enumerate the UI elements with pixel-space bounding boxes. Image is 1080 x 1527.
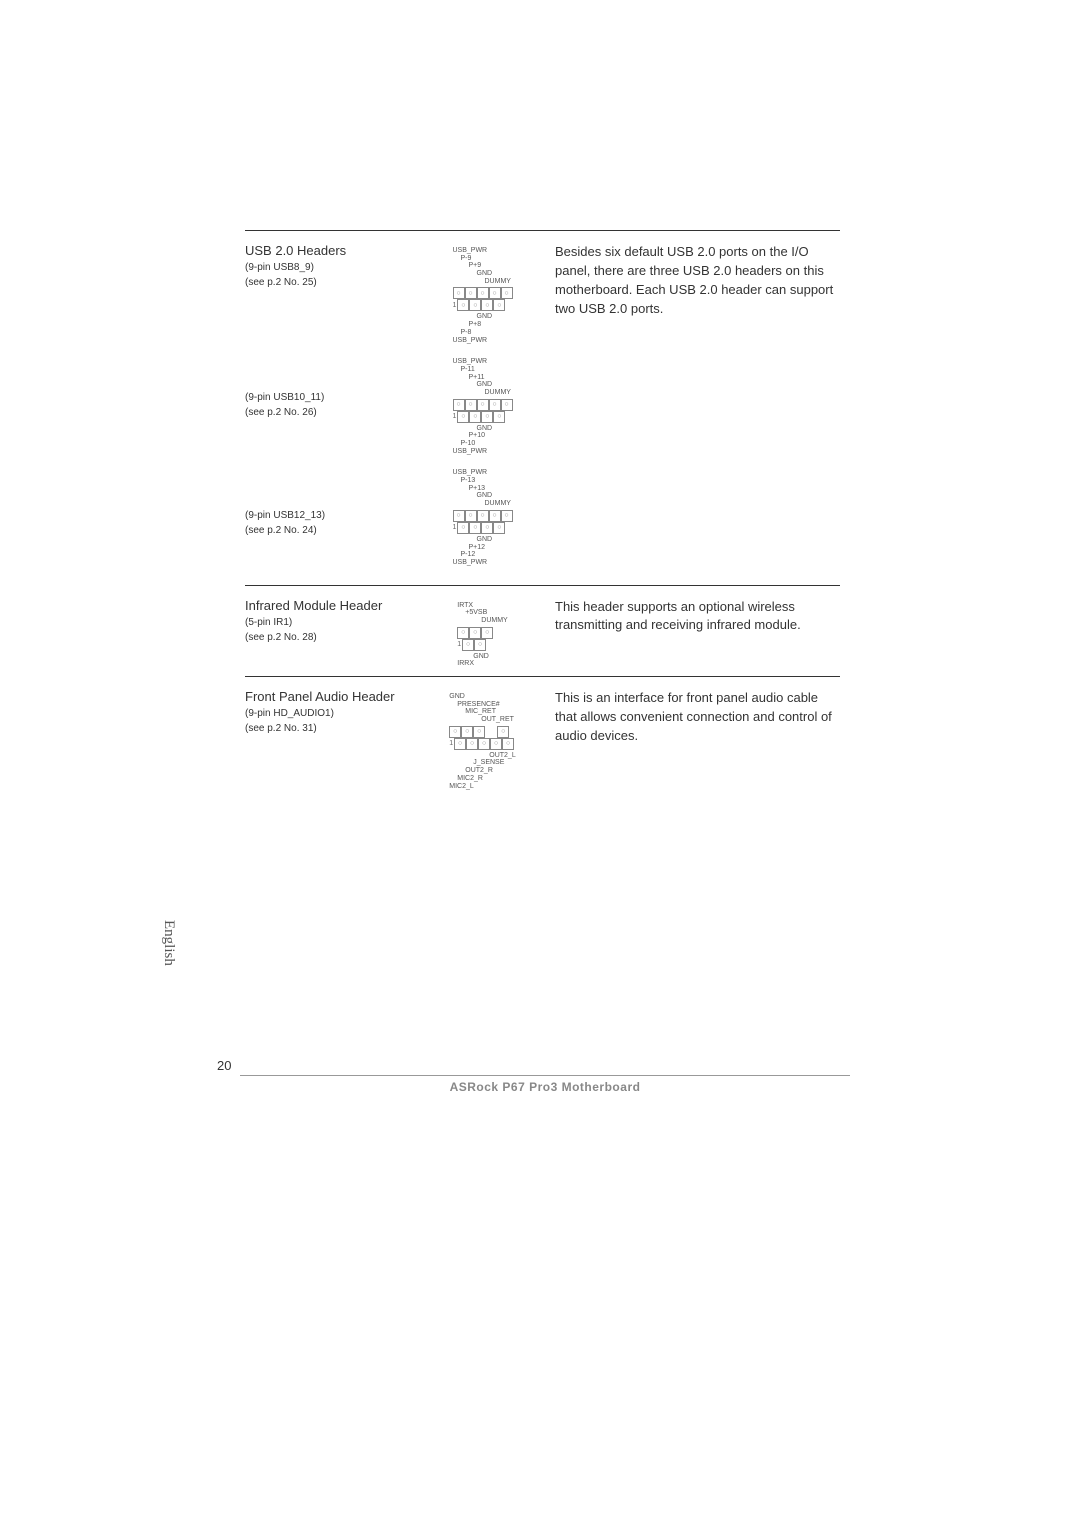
ir-desc: This header supports an optional wireles… (555, 598, 840, 668)
d1-t5: DUMMY (485, 278, 513, 286)
d2-t1: USB_PWR (453, 358, 513, 366)
d2-t3: P+11 (469, 374, 513, 382)
a-t4: OUT_RET (481, 716, 515, 724)
d3-t3: P+13 (469, 485, 513, 493)
divider-2 (245, 676, 840, 677)
d1-b4: USB_PWR (453, 337, 513, 345)
ir-b2: IRRX (457, 660, 507, 668)
ir-t2: +5VSB (465, 609, 507, 617)
d1-t3: P+9 (469, 262, 513, 270)
a-b3: OUT2_R (465, 767, 515, 775)
ir-t1: IRTX (457, 602, 507, 610)
usb-sub2b: (see p.2 No. 26) (245, 405, 410, 420)
usb-sub2a: (9-pin USB10_11) (245, 390, 410, 405)
audio-diagram: GND PRESENCE# MIC_RET OUT_RET ○○○○ 1○○○○… (449, 689, 515, 790)
a-t2: PRESENCE# (457, 701, 515, 709)
ir-left: Infrared Module Header (5-pin IR1) (see … (245, 598, 410, 668)
d1-pins: ○○○○○ 1○○○○ (453, 287, 513, 311)
usb-diagram-3: USB_PWR P-13 P+13 GND DUMMY ○○○○○ 1○○○○ … (453, 465, 513, 566)
d1-b1: GND (477, 313, 513, 321)
d1-b3: P-8 (461, 329, 513, 337)
a-pin1: 1 (449, 740, 453, 748)
section-audio: Front Panel Audio Header (9-pin HD_AUDIO… (245, 689, 840, 798)
usb-sub1a: (9-pin USB8_9) (245, 260, 410, 275)
audio-left: Front Panel Audio Header (9-pin HD_AUDIO… (245, 689, 410, 790)
footer-rule (240, 1075, 850, 1076)
audio-mid: GND PRESENCE# MIC_RET OUT_RET ○○○○ 1○○○○… (410, 689, 555, 790)
usb-sub3a: (9-pin USB12_13) (245, 508, 410, 523)
ir-mid: IRTX +5VSB DUMMY ○○○ 1○○ GND IRRX (410, 598, 555, 668)
usb-block2: (9-pin USB10_11) (see p.2 No. 26) (245, 390, 410, 420)
d2-b2: P+10 (469, 432, 513, 440)
usb-sub1b: (see p.2 No. 25) (245, 275, 410, 290)
d2-pin1: 1 (453, 413, 457, 421)
audio-sub2: (see p.2 No. 31) (245, 721, 410, 736)
usb-diagrams: USB_PWR P-9 P+9 GND DUMMY ○○○○○ 1○○○○ GN… (453, 243, 513, 577)
d3-b4: USB_PWR (453, 559, 513, 567)
d1-b2: P+8 (469, 321, 513, 329)
d3-b1: GND (477, 536, 513, 544)
ir-pin1: 1 (457, 641, 461, 649)
d1-pin1: 1 (453, 302, 457, 310)
usb-diagram-1: USB_PWR P-9 P+9 GND DUMMY ○○○○○ 1○○○○ GN… (453, 243, 513, 344)
footer: 20 ASRock P67 Pro3 Motherboard (210, 1058, 850, 1094)
a-b5: MIC2_L (449, 783, 515, 791)
page-content: USB 2.0 Headers (9-pin USB8_9) (see p.2 … (245, 230, 840, 798)
footer-product: ASRock P67 Pro3 Motherboard (240, 1080, 850, 1094)
usb-mid: USB_PWR P-9 P+9 GND DUMMY ○○○○○ 1○○○○ GN… (410, 243, 555, 577)
usb-left: USB 2.0 Headers (9-pin USB8_9) (see p.2 … (245, 243, 410, 577)
d2-t4: GND (477, 381, 513, 389)
d2-b4: USB_PWR (453, 448, 513, 456)
audio-title: Front Panel Audio Header (245, 689, 410, 704)
d3-pins: ○○○○○ 1○○○○ (453, 510, 513, 534)
usb-sub3b: (see p.2 No. 24) (245, 523, 410, 538)
d3-t5: DUMMY (485, 500, 513, 508)
usb-title: USB 2.0 Headers (245, 243, 410, 258)
a-pins: ○○○○ 1○○○○○ (449, 726, 514, 750)
language-tab: English (160, 920, 177, 966)
a-b2: J_SENSE (473, 759, 515, 767)
divider-1 (245, 585, 840, 586)
d2-t2: P-11 (461, 366, 513, 374)
d3-b3: P-12 (461, 551, 513, 559)
section-usb: USB 2.0 Headers (9-pin USB8_9) (see p.2 … (245, 243, 840, 585)
a-t3: MIC_RET (465, 708, 515, 716)
d3-t1: USB_PWR (453, 469, 513, 477)
d1-t2: P-9 (461, 255, 513, 263)
ir-title: Infrared Module Header (245, 598, 410, 613)
ir-b1: GND (473, 653, 507, 661)
a-b1: OUT2_L (489, 752, 515, 760)
audio-desc: This is an interface for front panel aud… (555, 689, 840, 790)
d2-pins: ○○○○○ 1○○○○ (453, 399, 513, 423)
ir-pins: ○○○ 1○○ (457, 627, 493, 651)
d3-b2: P+12 (469, 544, 513, 552)
d3-pin1: 1 (453, 524, 457, 532)
d3-t2: P-13 (461, 477, 513, 485)
d3-t4: GND (477, 492, 513, 500)
ir-t3: DUMMY (481, 617, 507, 625)
section-infrared: Infrared Module Header (5-pin IR1) (see … (245, 598, 840, 676)
ir-sub2: (see p.2 No. 28) (245, 630, 410, 645)
audio-sub1: (9-pin HD_AUDIO1) (245, 706, 410, 721)
d2-t5: DUMMY (485, 389, 513, 397)
usb-diagram-2: USB_PWR P-11 P+11 GND DUMMY ○○○○○ 1○○○○ … (453, 354, 513, 455)
a-b4: MIC2_R (457, 775, 515, 783)
a-t1: GND (449, 693, 515, 701)
d2-b1: GND (477, 425, 513, 433)
d1-t1: USB_PWR (453, 247, 513, 255)
page-number: 20 (217, 1058, 850, 1073)
usb-block3: (9-pin USB12_13) (see p.2 No. 24) (245, 508, 410, 538)
ir-sub1: (5-pin IR1) (245, 615, 410, 630)
usb-desc: Besides six default USB 2.0 ports on the… (555, 243, 840, 577)
d1-t4: GND (477, 270, 513, 278)
ir-diagram: IRTX +5VSB DUMMY ○○○ 1○○ GND IRRX (457, 598, 507, 668)
top-divider (245, 230, 840, 231)
d2-b3: P-10 (461, 440, 513, 448)
